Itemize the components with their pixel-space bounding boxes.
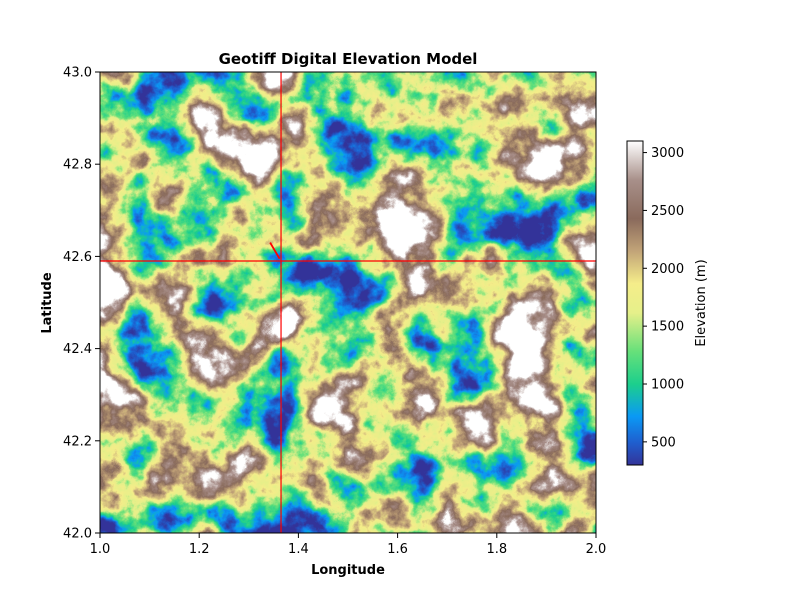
colorbar-tick-label: 500 [651, 435, 676, 450]
x-axis-label: Longitude [311, 563, 385, 578]
x-tick-label: 1.8 [486, 542, 507, 557]
y-axis: 42.0 42.2 42.4 42.6 42.8 43.0 [63, 66, 100, 542]
colorbar-tick-label: 2000 [651, 262, 684, 277]
y-tick-label: 42.2 [63, 434, 92, 449]
dem-image [100, 72, 596, 533]
y-tick-label: 42.6 [63, 250, 92, 265]
colorbar-tick-label: 2500 [651, 204, 684, 219]
chart-title: Geotiff Digital Elevation Model [219, 50, 478, 68]
y-tick-label: 43.0 [63, 66, 92, 81]
y-axis-label: Latitude [40, 272, 55, 334]
y-tick-label: 42.4 [63, 342, 92, 357]
x-axis: 1.0 1.2 1.4 1.6 1.8 2.0 [90, 533, 607, 557]
x-tick-label: 2.0 [586, 542, 607, 557]
plot-frame [99, 71, 597, 534]
y-tick-label: 42.0 [63, 527, 92, 542]
colorbar-tick-label: 1000 [651, 378, 684, 393]
colorbar-axis: 500 1000 1500 2000 2500 3000 [643, 146, 684, 450]
x-tick-label: 1.4 [288, 542, 309, 557]
colorbar-tick-label: 3000 [651, 146, 684, 161]
colorbar-tick-label: 1500 [651, 320, 684, 335]
x-tick-label: 1.0 [90, 542, 111, 557]
colorbar-label: Elevation (m) [694, 259, 709, 346]
x-tick-label: 1.6 [387, 542, 408, 557]
colorbar [626, 140, 644, 466]
pointer-segment [269, 242, 281, 260]
y-tick-label: 42.8 [63, 158, 92, 173]
x-tick-label: 1.2 [189, 542, 210, 557]
